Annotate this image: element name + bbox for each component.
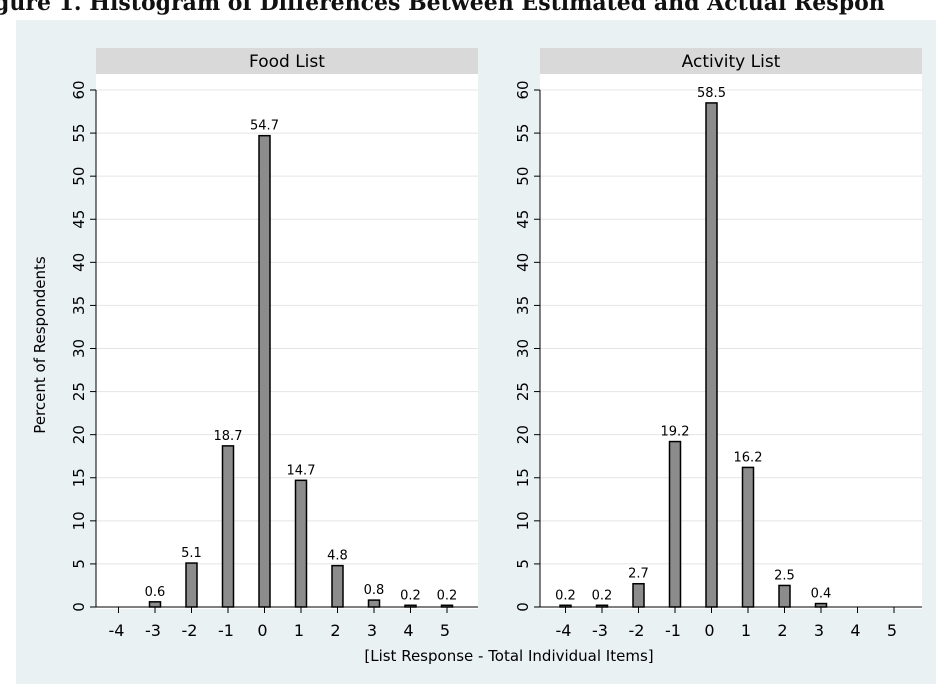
data-label: 2.5	[774, 568, 795, 583]
y-tick-label: 5	[514, 559, 532, 569]
x-tick-label: -2	[182, 621, 198, 640]
bar	[668, 440, 682, 608]
y-tick-label: 55	[70, 124, 88, 143]
data-label: 0.2	[592, 588, 613, 603]
bar	[185, 562, 198, 608]
plot-area	[540, 74, 922, 609]
data-label: 0.2	[400, 588, 421, 603]
x-tick-label: 1	[294, 621, 304, 640]
y-tick-label: 45	[514, 210, 532, 229]
y-tick-label: 25	[514, 382, 532, 401]
y-tick-label: 50	[514, 167, 532, 186]
y-tick-label: 60	[514, 80, 532, 99]
panel-2: Activity List051015202530354045505560-40…	[514, 48, 922, 640]
y-tick-label: 40	[514, 253, 532, 272]
bar	[595, 604, 609, 608]
bar	[294, 479, 308, 608]
bar	[814, 602, 828, 608]
y-tick-label: 10	[514, 511, 532, 530]
panel-title: Food List	[249, 52, 325, 72]
data-label: 54.7	[250, 119, 279, 134]
y-tick-label: 15	[70, 468, 88, 487]
plot-area	[96, 74, 478, 609]
x-tick-label: -1	[218, 621, 234, 640]
x-tick-label: -4	[109, 621, 125, 640]
y-tick-label: 35	[514, 296, 532, 315]
data-label: 0.4	[811, 587, 832, 602]
y-tick-label: 50	[70, 167, 88, 186]
bar	[331, 564, 344, 608]
x-tick-label: -2	[629, 621, 645, 640]
x-tick-label: 3	[814, 621, 824, 640]
x-tick-label: 4	[403, 621, 413, 640]
data-label: 58.5	[697, 86, 726, 101]
y-tick-label: 55	[514, 124, 532, 143]
x-tick-label: -3	[145, 621, 161, 640]
y-tick-label: 40	[70, 253, 88, 272]
bar	[367, 599, 381, 608]
x-tick-label: -1	[665, 621, 681, 640]
bar	[705, 102, 718, 608]
bar	[148, 601, 162, 608]
figure-title: gure 1. Histogram of Differences Between…	[0, 0, 885, 16]
bar	[632, 582, 645, 608]
data-label: 5.1	[181, 546, 202, 561]
y-tick-label: 5	[70, 559, 88, 569]
y-tick-label: 60	[70, 80, 88, 99]
data-label: 0.2	[555, 588, 576, 603]
y-tick-label: 0	[70, 602, 88, 612]
panel-title: Activity List	[682, 52, 781, 72]
y-axis-label: Percent of Respondents	[31, 256, 49, 434]
y-tick-label: 25	[70, 382, 88, 401]
data-label: 0.6	[145, 585, 166, 600]
x-tick-label: 2	[777, 621, 787, 640]
y-tick-label: 15	[514, 468, 532, 487]
bar	[404, 604, 417, 608]
x-tick-label: -3	[592, 621, 608, 640]
bar	[741, 466, 755, 608]
bar	[778, 584, 791, 608]
bar	[221, 445, 235, 608]
y-tick-label: 35	[70, 296, 88, 315]
bar	[440, 604, 454, 608]
y-tick-label: 20	[514, 425, 532, 444]
x-tick-label: 5	[887, 621, 897, 640]
y-tick-label: 30	[514, 339, 532, 358]
data-label: 0.8	[364, 583, 385, 598]
x-tick-label: 2	[330, 621, 340, 640]
data-label: 19.2	[661, 425, 690, 440]
data-label: 16.2	[734, 450, 763, 465]
y-tick-label: 0	[514, 602, 532, 612]
x-tick-label: 3	[367, 621, 377, 640]
panel-title-strip	[540, 48, 922, 74]
data-label: 18.7	[214, 429, 243, 444]
x-axis-label: [List Response - Total Individual Items]	[364, 647, 653, 665]
x-tick-label: 1	[741, 621, 751, 640]
data-label: 14.7	[287, 463, 316, 478]
data-label: 4.8	[327, 549, 348, 564]
data-label: 2.7	[628, 567, 649, 582]
x-tick-label: 0	[704, 621, 714, 640]
panel-title-strip	[96, 48, 478, 74]
y-tick-label: 30	[70, 339, 88, 358]
bar	[258, 134, 271, 608]
x-tick-label: -4	[556, 621, 572, 640]
data-label: 0.2	[437, 588, 458, 603]
y-tick-label: 20	[70, 425, 88, 444]
bar	[559, 604, 572, 608]
y-tick-label: 10	[70, 511, 88, 530]
x-tick-label: 0	[257, 621, 267, 640]
x-tick-label: 5	[440, 621, 450, 640]
x-tick-label: 4	[850, 621, 860, 640]
y-tick-label: 45	[70, 210, 88, 229]
